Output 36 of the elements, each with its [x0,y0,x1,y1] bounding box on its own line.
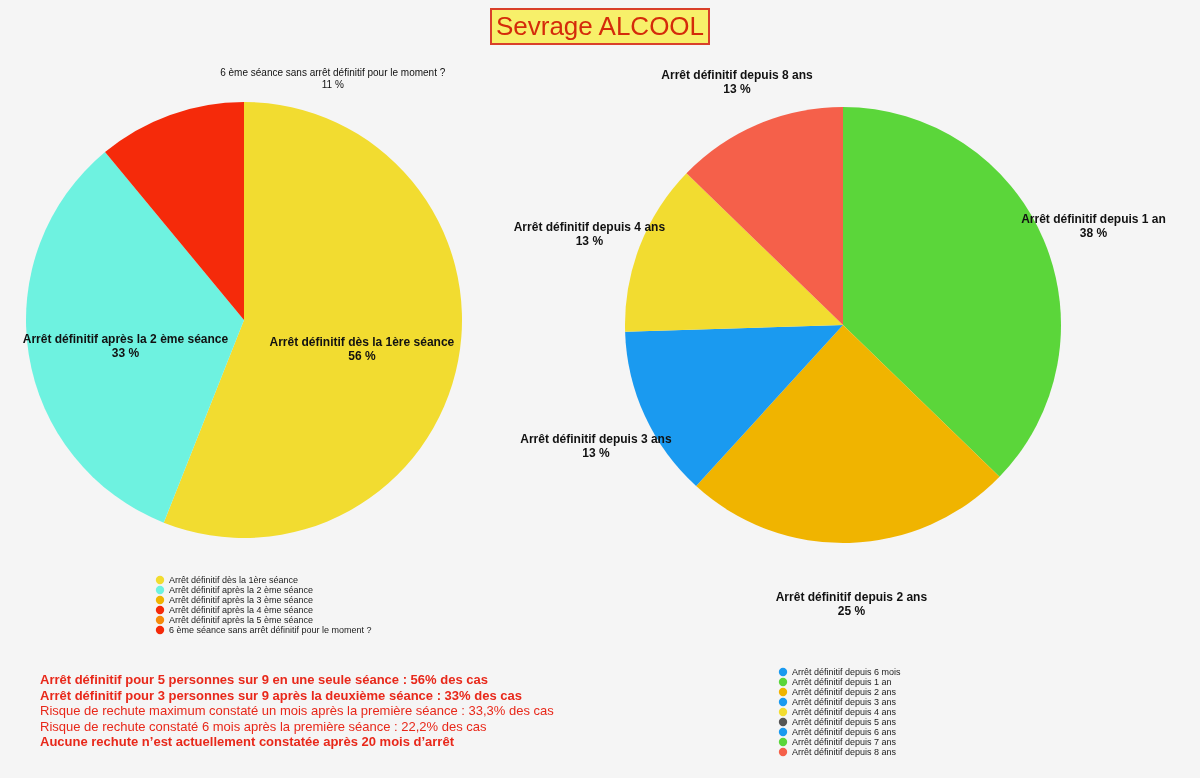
pie-slice [696,325,1000,543]
legend-label: Arrêt définitif depuis 8 ans [792,747,897,757]
legend-label: Arrêt définitif depuis 3 ans [792,697,897,707]
slice-label: Arrêt définitif dès la 1ère séance [269,335,455,350]
legend-label: Arrêt définitif depuis 1 an [792,677,892,687]
data-label: 13 % [723,81,751,96]
legend-label: Arrêt définitif depuis 6 ans [792,727,897,737]
legend-label: 6 ème séance sans arrêt définitif pour le moment ? [169,625,372,635]
legend-label: Arrêt définitif après la 2 ème séance [169,585,314,595]
data-label: 11 % [321,79,344,91]
text: Arrêt définitif pour 3 personnes sur 9 après la deuxième séance : 33% des cas [40,687,523,703]
legend-label: Arrêt définitif après la 5 ème séance [169,615,314,625]
pie-slice [686,107,843,325]
data-label: 13 % [582,445,610,460]
slice-label: Arrêt définitif depuis 2 ans [775,589,928,604]
data-label: 13 % [575,233,604,248]
legend-label: Arrêt définitif depuis 2 ans [792,687,897,697]
legend-label: Arrêt définitif après la 4 ème séance [169,605,314,615]
data-label: 38 % [1079,225,1108,240]
text: Sevrage ALCOOL [489,8,711,45]
text: Arrêt définitif pour 5 personnes sur 9 en une seule séance : 56% des cas [40,672,489,688]
legend-label: Arrêt définitif depuis 7 ans [792,737,897,747]
data-label: 33 % [111,345,140,360]
legend-label: Arrêt définitif dès la 1ère séance [169,575,299,585]
slice-label: 6 ème séance sans arrêt définitif pour le moment ? [220,67,446,79]
pie-slice [105,102,244,320]
legend-label: Arrêt définitif après la 3 ème séance [169,595,314,605]
legend-label: Arrêt définitif depuis 6 mois [792,667,902,677]
legend-label: Arrêt définitif depuis 5 ans [792,717,897,727]
text: Risque de rechute maximum constaté un mois après la première séance : 33,3% des cas [40,703,554,719]
legend-label: Arrêt définitif depuis 4 ans [792,707,897,717]
data-label: 25 % [837,603,866,618]
slice-label: Arrêt définitif depuis 8 ans [661,67,813,82]
text: Aucune rechute n’est actuellement constatée après 20 mois d’arrêt [40,734,455,750]
data-label: 56 % [348,349,376,364]
text: Risque de rechute constaté 6 mois après la première séance : 22,2% des cas [40,718,488,734]
